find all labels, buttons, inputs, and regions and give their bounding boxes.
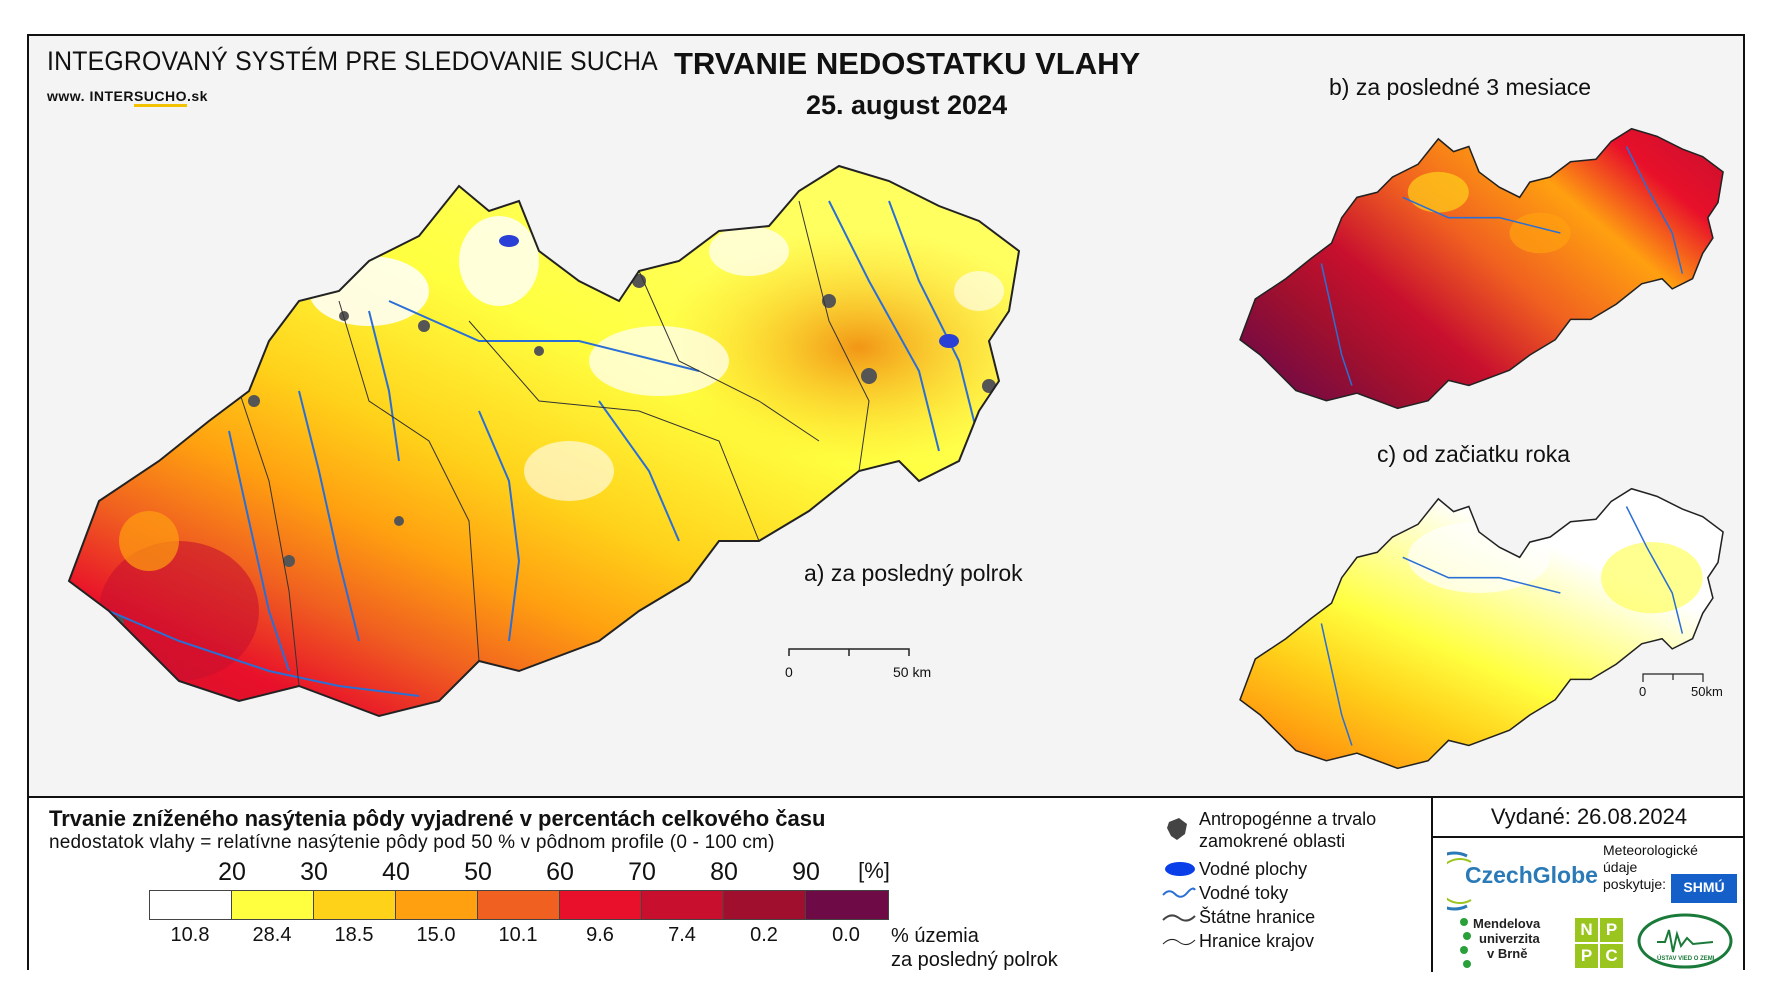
symbol-region-border: Hranice krajov (1199, 931, 1315, 951)
meteo-line-2: údaje (1603, 859, 1638, 875)
swatch-class-4 (396, 891, 478, 919)
swatch-class-2 (232, 891, 314, 919)
pct-class-2: 28.4 (252, 924, 292, 946)
poster-frame: INTEGROVANÝ SYSTÉM PRE SLEDOVANIE SUCHA … (27, 34, 1745, 972)
website-prefix: www. (47, 88, 86, 104)
threshold-80: 80 (710, 858, 738, 886)
pct-class-1: 10.8 (170, 924, 210, 946)
swatch-class-1 (150, 891, 232, 919)
threshold-50: 50 (464, 858, 492, 886)
pct-label-line-1: % územia (891, 925, 979, 947)
legend-subtitle: nedostatok vlahy = relatívne nasýtenie p… (49, 832, 775, 853)
map-b (1239, 127, 1724, 410)
swatch-class-8 (724, 891, 806, 919)
meteo-provider: Meteorologické údaje poskytuje: (1603, 842, 1698, 893)
symbol-water-bodies: Vodné plochy (1199, 859, 1308, 879)
website-link[interactable]: www. INTERSUCHO.sk (47, 88, 208, 107)
swatch-class-6 (560, 891, 642, 919)
state-border-icon (1162, 914, 1196, 922)
map-c (1239, 487, 1724, 770)
label-map-b: b) za posledné 3 mesiace (1329, 74, 1592, 100)
uvz-name: ÚSTAV VIED O ZEMI (1657, 956, 1715, 962)
mendel-dots-icon (1460, 918, 1471, 968)
threshold-unit: [%] (858, 858, 890, 883)
uvz-logo (1637, 913, 1733, 969)
nppc-p2: P (1575, 944, 1598, 968)
main-date: 25. august 2024 (806, 90, 1008, 120)
czechglobe-name: CzechGlobe (1465, 862, 1598, 888)
nppc-c: C (1600, 944, 1623, 968)
mendel-line-2: univerzita (1479, 931, 1540, 946)
website-domain: .sk (187, 88, 208, 104)
mendel-line-1: Mendelova (1473, 916, 1541, 931)
scale-small-zero: 0 (1639, 684, 1647, 699)
river-icon (1162, 887, 1196, 898)
swatch-class-9 (806, 891, 888, 919)
meteo-line-1: Meteorologické (1603, 842, 1698, 858)
map-area: INTEGROVANÝ SYSTÉM PRE SLEDOVANIE SUCHA … (29, 36, 1743, 796)
map-a (68, 165, 1020, 717)
nppc-n: N (1575, 918, 1598, 942)
nppc-p1: P (1600, 918, 1623, 942)
issued-date: Vydané: 26.08.2024 (1490, 804, 1688, 829)
pct-class-4: 15.0 (416, 924, 456, 946)
scale-main-zero: 0 (785, 664, 793, 680)
legend-panel: Trvanie zníženého nasýtenia pôdy vyjadre… (29, 796, 1745, 972)
scale-small-end: 50km (1691, 684, 1723, 699)
pct-label: % územia za posledný polrok (891, 924, 1058, 972)
nppc-logo: N P P C (1575, 918, 1623, 968)
urban-area-icon (1167, 818, 1187, 840)
website-sucho: SUCHO (133, 88, 187, 107)
symbol-anthro-line-2: zamokrené oblasti (1199, 831, 1346, 851)
swatch-class-7 (642, 891, 724, 919)
issued-divider (1433, 836, 1745, 838)
pct-class-5: 10.1 (498, 924, 538, 946)
legend-title: Trvanie zníženého nasýtenia pôdy vyjadre… (49, 806, 826, 831)
label-map-a: a) za posledný polrok (804, 560, 1023, 586)
legend-color-scale (149, 890, 889, 920)
scale-main-end: 50 km (893, 664, 932, 680)
threshold-40: 40 (382, 858, 410, 886)
pct-class-3: 18.5 (334, 924, 374, 946)
pct-class-8: 0.2 (750, 924, 778, 946)
mendel-line-3: v Brně (1487, 946, 1528, 961)
symbol-anthro-line-1: Antropogénne a trvalo (1199, 809, 1377, 829)
pct-class-9: 0.0 (832, 924, 860, 946)
threshold-60: 60 (546, 858, 574, 886)
main-title: TRVANIE NEDOSTATKU VLAHY (674, 46, 1141, 81)
symbol-rivers: Vodné toky (1199, 883, 1289, 903)
pct-class-6: 9.6 (586, 924, 614, 946)
threshold-70: 70 (628, 858, 656, 886)
meteo-line-3: poskytuje: (1603, 876, 1667, 892)
scale-small (1642, 673, 1704, 682)
symbol-state-border: Štátne hranice (1199, 907, 1316, 927)
issued-box: Vydané: 26.08.2024 CzechGlobe Meteorolog… (1431, 798, 1745, 972)
pct-label-line-2: za posledný polrok (891, 949, 1058, 971)
water-body-icon (1165, 862, 1195, 876)
shmu-text: SHMÚ (1683, 879, 1725, 895)
website-inter: INTER (89, 88, 134, 104)
swatch-class-5 (478, 891, 560, 919)
threshold-90: 90 (792, 858, 820, 886)
system-title: INTEGROVANÝ SYSTÉM PRE SLEDOVANIE SUCHA (47, 46, 658, 76)
threshold-30: 30 (300, 858, 328, 886)
czechglobe-logo (1447, 851, 1472, 911)
shmu-logo: SHMÚ (1671, 874, 1737, 903)
label-map-c: c) od začiatku roka (1377, 441, 1571, 467)
pct-class-7: 7.4 (668, 924, 696, 946)
mendel-logo: Mendelova univerzita v Brně (1473, 916, 1540, 961)
region-border-icon (1162, 938, 1196, 946)
swatch-class-3 (314, 891, 396, 919)
threshold-20: 20 (218, 858, 246, 886)
